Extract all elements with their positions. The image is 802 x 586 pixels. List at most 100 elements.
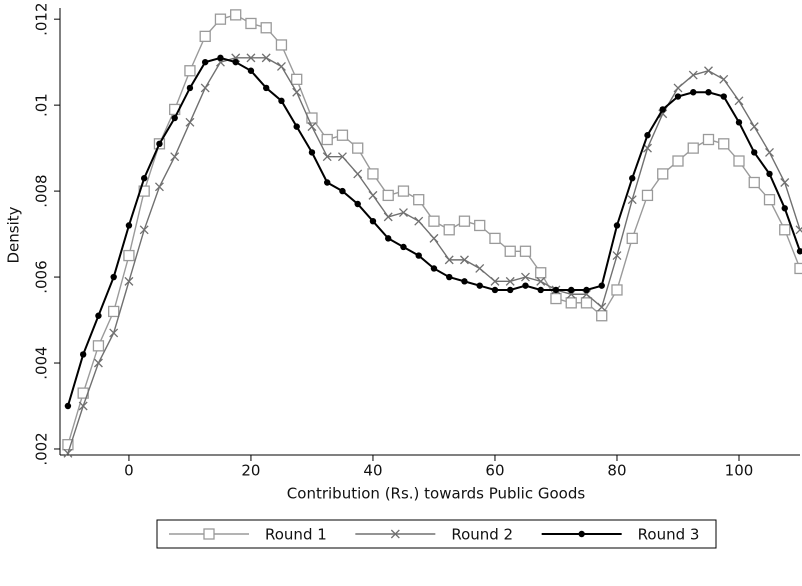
marker-dot (324, 179, 331, 186)
marker-square (550, 292, 562, 305)
x-tick-label: 20 (241, 462, 260, 480)
legend: Round 1 Round 2 Round 3 (156, 519, 717, 549)
marker-square (474, 219, 486, 232)
marker-dot (278, 97, 285, 105)
marker-square (535, 267, 547, 279)
marker-x (139, 225, 149, 235)
marker-x (322, 152, 332, 162)
marker-dot (583, 286, 590, 294)
marker-square (672, 155, 684, 167)
marker-x (390, 529, 400, 539)
marker-dot (461, 278, 468, 285)
marker-square (779, 224, 791, 236)
marker-square (199, 30, 211, 43)
marker-dot (537, 286, 544, 294)
marker-x (444, 255, 454, 265)
marker-dot (201, 58, 209, 66)
marker-square (657, 168, 669, 180)
marker-square (458, 215, 471, 227)
x-tick-label: 0 (124, 462, 134, 480)
marker-x (475, 264, 485, 273)
y-tick-label: .004 (33, 346, 51, 379)
marker-square (245, 17, 257, 30)
marker-dot (217, 54, 224, 62)
marker-dot (491, 286, 499, 294)
marker-square (184, 65, 196, 77)
marker-dot (629, 175, 636, 182)
marker-square (260, 22, 272, 34)
marker-x (429, 233, 439, 243)
marker-square (794, 262, 802, 275)
x-tick-label: 60 (485, 462, 504, 480)
marker-dot (690, 89, 697, 96)
marker-square (291, 73, 303, 85)
marker-dot (79, 351, 87, 358)
marker-dot (64, 402, 72, 410)
marker-x (307, 122, 317, 132)
marker-x (749, 122, 759, 132)
marker-dot (446, 273, 453, 281)
y-tick-label: .012 (33, 2, 51, 35)
marker-square (214, 13, 227, 25)
marker-square (641, 189, 654, 202)
marker-dot (308, 149, 316, 156)
marker-dot (354, 200, 361, 208)
marker-x (154, 182, 164, 192)
marker-square (504, 245, 516, 257)
marker-dot (232, 58, 239, 66)
marker-x (688, 70, 698, 80)
marker-square (733, 155, 745, 167)
marker-square (108, 305, 120, 318)
marker-square (489, 232, 501, 245)
marker-x (795, 225, 802, 235)
marker-square (519, 245, 532, 257)
legend-label: Round 1 (265, 526, 327, 544)
marker-x (292, 87, 302, 97)
marker-square (702, 133, 715, 146)
marker-dot (522, 282, 529, 289)
marker-dot (705, 89, 712, 96)
marker-dot (781, 205, 788, 212)
marker-square (367, 168, 379, 180)
marker-x (673, 83, 683, 93)
marker-x (719, 74, 729, 84)
marker-dot (140, 175, 148, 182)
marker-dot (578, 530, 585, 538)
x-tick-label: 80 (607, 462, 626, 480)
marker-dot (186, 84, 194, 92)
marker-x (780, 178, 790, 187)
marker-square (718, 138, 730, 150)
x-tick-label: 40 (363, 462, 382, 480)
marker-dot (720, 93, 727, 100)
marker-x (124, 276, 134, 286)
marker-dot (674, 93, 682, 100)
marker-square (611, 284, 623, 296)
marker-x (536, 276, 546, 286)
legend-label: Round 3 (638, 526, 700, 544)
marker-square (92, 340, 105, 352)
marker-dot (766, 170, 773, 178)
marker-x (734, 96, 744, 106)
marker-x (383, 212, 393, 222)
marker-dot (796, 248, 802, 255)
marker-dot (156, 140, 163, 148)
marker-square (580, 297, 593, 309)
marker-x (704, 66, 713, 76)
marker-dot (659, 106, 666, 113)
marker-x (63, 448, 73, 458)
marker-square (62, 439, 74, 451)
marker-dot (735, 119, 743, 126)
marker-square (596, 310, 608, 322)
x-axis-label: Contribution (Rs.) towards Public Goods (287, 485, 586, 503)
marker-square (382, 189, 394, 202)
y-tick-label: .008 (33, 174, 51, 207)
marker-square (626, 232, 638, 245)
marker-square (413, 194, 425, 206)
marker-x (505, 276, 515, 286)
marker-dot (476, 282, 483, 289)
marker-dot (598, 282, 605, 289)
marker-x (765, 147, 774, 157)
marker-dot (95, 312, 102, 319)
marker-x (597, 302, 607, 312)
